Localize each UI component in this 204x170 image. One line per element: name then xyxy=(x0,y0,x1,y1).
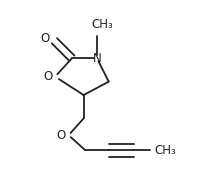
Text: CH₃: CH₃ xyxy=(155,144,176,157)
Text: O: O xyxy=(43,70,53,83)
Text: O: O xyxy=(40,32,49,45)
Text: CH₃: CH₃ xyxy=(91,18,113,31)
Text: O: O xyxy=(57,129,66,142)
Text: N: N xyxy=(93,52,101,65)
